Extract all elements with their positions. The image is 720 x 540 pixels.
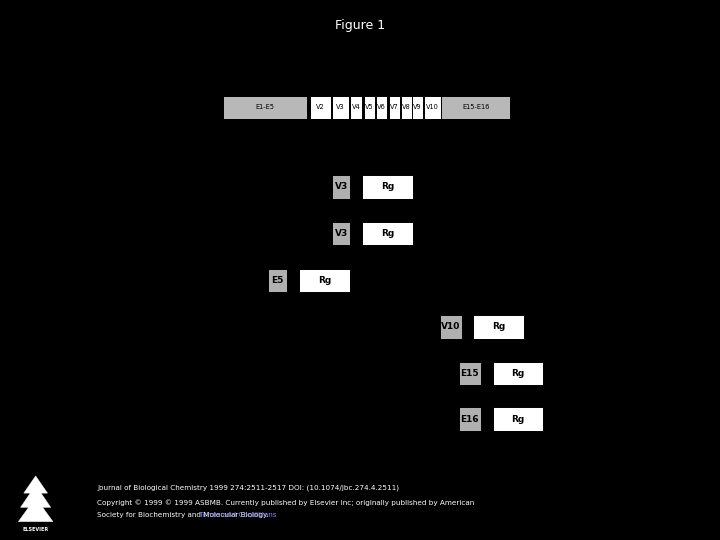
Text: Rg: Rg [492, 322, 505, 332]
Bar [400, 96, 412, 119]
Text: V7: V7 [390, 104, 399, 110]
Text: CD44 COMPLETE
EXTRACELLULAR
DOMAIN EXONS: CD44 COMPLETE EXTRACELLULAR DOMAIN EXONS [109, 88, 184, 119]
Text: V3: V3 [112, 183, 125, 192]
Text: V9: V9 [413, 104, 422, 110]
Text: Rg: Rg [318, 276, 331, 285]
Bar [459, 362, 481, 385]
Bar [474, 315, 524, 339]
Bar [333, 222, 351, 245]
Text: Rg: Rg [381, 229, 395, 238]
Text: Terms and Conditions: Terms and Conditions [197, 512, 276, 518]
Circle shape [345, 76, 350, 79]
Bar [351, 96, 362, 119]
Text: V6: V6 [377, 104, 386, 110]
Text: V3: V3 [112, 229, 125, 238]
Text: V10-Rg: V10-Rg [112, 322, 147, 332]
Text: V3: V3 [336, 104, 345, 110]
Text: E1-E5: E1-E5 [256, 104, 274, 110]
Circle shape [315, 76, 319, 79]
Polygon shape [19, 476, 53, 522]
Bar [412, 96, 423, 119]
Bar [333, 176, 351, 199]
Bar [440, 315, 462, 339]
Text: Society for Biochemistry and Molecular Biology.: Society for Biochemistry and Molecular B… [97, 512, 269, 518]
Text: V10: V10 [426, 104, 438, 110]
Bar [492, 407, 544, 431]
Text: E5: E5 [271, 276, 284, 285]
Text: At: At [162, 188, 170, 194]
Text: V3: V3 [335, 183, 348, 192]
Text: E16: E16 [461, 415, 480, 423]
Text: V8: V8 [402, 104, 410, 110]
Text: V10: V10 [441, 322, 461, 332]
Bar [459, 407, 481, 431]
Circle shape [521, 76, 526, 79]
Text: E15-E16: E15-E16 [462, 104, 490, 110]
Bar [492, 362, 544, 385]
Text: E15: E15 [461, 369, 480, 378]
Circle shape [512, 76, 516, 79]
Circle shape [336, 76, 341, 79]
Bar [364, 96, 375, 119]
Text: ELSEVIER: ELSEVIER [22, 526, 49, 532]
Circle shape [323, 76, 328, 79]
Text: Journal of Biological Chemistry 1999 274:2511-2517 DOI: (10.1074/jbc.274.4.2511): Journal of Biological Chemistry 1999 274… [97, 485, 399, 491]
Bar [441, 96, 510, 119]
Bar [223, 96, 307, 119]
Text: Figure 1: Figure 1 [335, 19, 385, 32]
Text: E16-Rg: E16-Rg [112, 415, 146, 423]
Bar [268, 268, 287, 292]
Text: V2: V2 [316, 104, 325, 110]
Text: Rg: Rg [511, 369, 525, 378]
Bar [362, 222, 413, 245]
Bar [376, 96, 387, 119]
Bar [389, 96, 400, 119]
Circle shape [531, 76, 536, 79]
Text: Copyright © 1999 © 1999 ASBMB. Currently published by Elsevier Inc; originally p: Copyright © 1999 © 1999 ASBMB. Currently… [97, 499, 474, 505]
Bar [310, 96, 330, 119]
Bar [424, 96, 441, 119]
Text: V3: V3 [335, 229, 348, 238]
Text: -Rg: -Rg [195, 183, 211, 192]
Bar [299, 268, 350, 292]
Bar [333, 96, 348, 119]
Text: mut: mut [162, 235, 176, 241]
Text: -Rg: -Rg [211, 229, 227, 238]
Text: E5-Rg: E5-Rg [112, 276, 140, 285]
Text: Rg: Rg [381, 183, 395, 192]
Text: Rg: Rg [511, 415, 525, 423]
Text: V5: V5 [365, 104, 374, 110]
Text: E15-Rg: E15-Rg [112, 369, 146, 378]
Bar [362, 176, 413, 199]
Text: V4: V4 [352, 104, 361, 110]
